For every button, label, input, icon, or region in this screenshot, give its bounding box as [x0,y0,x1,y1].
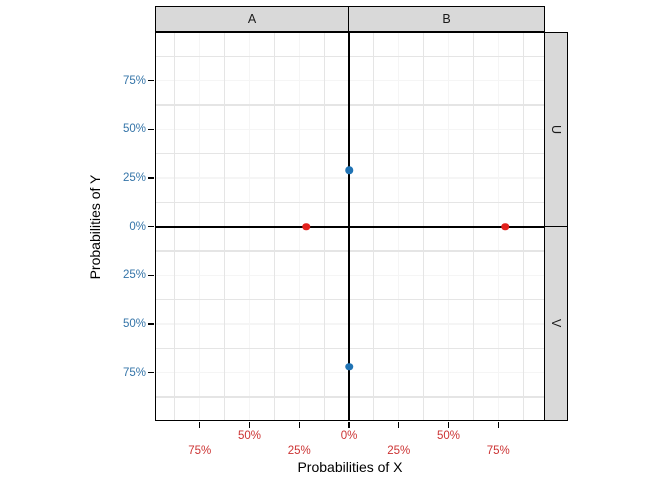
y-zero-axis-line [155,225,545,228]
x-axis-tick [398,421,400,428]
x-axis-tick-label: 25% [387,445,411,457]
minor-gridline-horizontal [156,104,544,106]
minor-gridline-horizontal [156,201,544,203]
facet-strip-row-u: U [544,32,568,227]
x-axis-tick-label: 75% [188,445,212,457]
data-point-red [501,222,509,231]
x-axis-tick [497,421,499,428]
y-axis-tick-label: 75% [122,74,146,87]
minor-gridline-horizontal [156,153,544,155]
facet-strip-label: V [549,319,563,328]
x-axis-tick-label: 0% [340,430,358,442]
minor-gridline-horizontal [156,299,544,301]
facet-strip-row-v: V [544,225,568,421]
y-axis-tick-label: 50% [122,123,146,136]
y-axis-tick-label: 25% [122,172,146,185]
x-axis-tick [447,421,450,428]
facet-strip-label: U [549,124,563,135]
major-gridline-horizontal [156,372,544,374]
minor-gridline-horizontal [156,396,544,398]
facet-strip-column-a: A [155,6,349,32]
y-axis-tick-label: 0% [129,220,146,233]
data-point-blue [345,363,353,371]
x-axis-tick-label: 75% [486,445,510,457]
data-point-red [302,222,310,231]
facet-strip-label: A [247,11,257,26]
y-axis-tick [148,274,154,277]
x-axis-title: Probabilities of X [297,459,403,475]
minor-gridline-horizontal [156,250,544,252]
y-axis-tick-label: 50% [122,318,146,331]
x-axis-tick-label: 50% [436,430,461,442]
major-gridline-horizontal [156,177,544,179]
data-point-blue [345,166,353,174]
major-gridline-horizontal [156,274,544,276]
minor-gridline-horizontal [156,347,544,349]
y-axis-tick [148,226,154,228]
y-axis-tick-label: 75% [122,366,146,379]
major-gridline-horizontal [156,128,544,130]
facet-strip-label: B [442,11,451,26]
y-axis-tick [148,323,154,325]
y-axis-title: Probabilities of Y [87,174,103,280]
x-axis-tick [348,421,350,428]
major-gridline-horizontal [156,80,544,82]
x-axis-tick [248,421,251,428]
x-axis-tick-label: 50% [237,430,262,442]
x-axis-tick [298,421,300,428]
y-axis-tick [148,128,154,130]
y-axis-tick [148,372,154,374]
y-axis-tick [148,177,154,179]
x-axis-tick [199,421,201,428]
minor-gridline-horizontal [156,55,544,57]
x-axis-tick-label: 25% [287,445,311,457]
facet-strip-column-b: B [348,6,545,32]
y-axis-tick [148,80,154,82]
y-axis-tick-label: 25% [122,269,146,282]
major-gridline-horizontal [156,323,544,325]
